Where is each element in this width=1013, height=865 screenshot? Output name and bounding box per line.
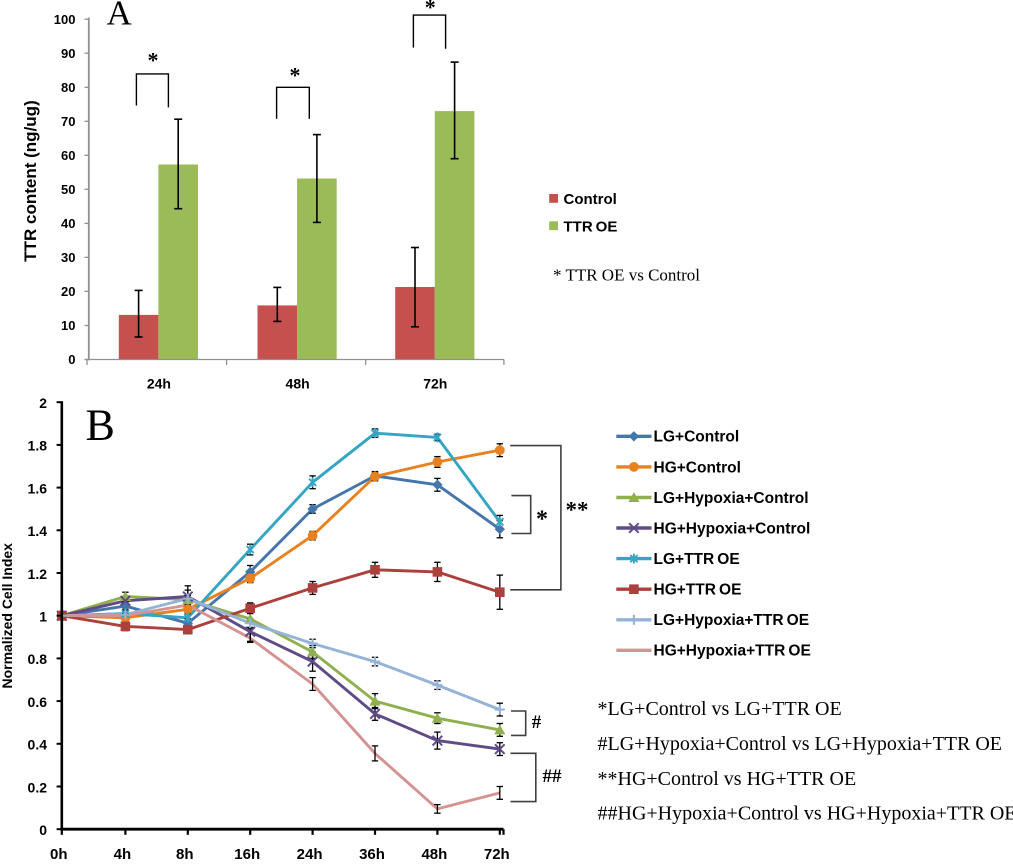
svg-text:LG+TTR OE: LG+TTR OE	[654, 551, 740, 568]
svg-text:#LG+Hypoxia+Control vs LG+Hypo: #LG+Hypoxia+Control vs LG+Hypoxia+TTR OE	[598, 733, 1003, 755]
svg-text:HG+Hypoxia+TTR OE: HG+Hypoxia+TTR OE	[654, 643, 811, 660]
svg-text:##HG+Hypoxia+Control vs HG+Hyp: ##HG+Hypoxia+Control vs HG+Hypoxia+TTR O…	[598, 803, 1013, 825]
svg-text:24h: 24h	[147, 376, 171, 392]
svg-text:A: A	[107, 0, 133, 33]
svg-text:**HG+Control vs HG+TTR OE: **HG+Control vs HG+TTR OE	[598, 768, 857, 790]
svg-text:72h: 72h	[423, 376, 447, 392]
svg-text:TTR content (ng/ug): TTR content (ng/ug)	[21, 100, 40, 261]
svg-text:* TTR OE vs Control: * TTR OE vs Control	[553, 266, 700, 285]
svg-text:100: 100	[54, 12, 76, 27]
svg-text:0: 0	[39, 822, 47, 838]
svg-text:1.2: 1.2	[28, 566, 48, 582]
svg-text:48h: 48h	[421, 846, 447, 860]
svg-text:*: *	[536, 506, 548, 532]
svg-text:60: 60	[61, 148, 75, 163]
svg-text:50: 50	[61, 182, 75, 197]
svg-text:0h: 0h	[50, 846, 68, 860]
svg-text:LG+Control: LG+Control	[654, 429, 740, 446]
svg-text:**: **	[566, 498, 589, 523]
svg-text:70: 70	[61, 114, 75, 129]
svg-text:2: 2	[39, 395, 47, 411]
svg-text:LG+Hypoxia+Control: LG+Hypoxia+Control	[654, 490, 809, 507]
svg-text:1: 1	[39, 609, 47, 625]
svg-text:0.4: 0.4	[28, 737, 48, 753]
svg-text:4h: 4h	[114, 846, 132, 860]
svg-text:0.2: 0.2	[28, 779, 48, 795]
svg-text:0: 0	[68, 352, 75, 367]
svg-text:72h: 72h	[484, 846, 510, 860]
svg-text:10: 10	[61, 318, 75, 333]
svg-text:HG+Control: HG+Control	[654, 459, 741, 476]
svg-text:0.8: 0.8	[28, 651, 48, 667]
svg-text:48h: 48h	[286, 376, 310, 392]
svg-text:8h: 8h	[176, 846, 194, 860]
svg-text:#: #	[532, 712, 542, 733]
svg-text:TTR OE: TTR OE	[564, 218, 618, 235]
svg-text:*: *	[425, 0, 436, 20]
svg-text:16h: 16h	[234, 846, 260, 860]
svg-text:1.8: 1.8	[28, 438, 48, 454]
svg-text:*LG+Control vs LG+TTR OE: *LG+Control vs LG+TTR OE	[598, 698, 842, 720]
svg-text:24h: 24h	[297, 846, 323, 860]
svg-text:HG+Hypoxia+Control: HG+Hypoxia+Control	[654, 520, 811, 537]
svg-text:HG+TTR OE: HG+TTR OE	[654, 582, 742, 599]
svg-text:*: *	[290, 63, 301, 88]
svg-text:1.4: 1.4	[28, 523, 48, 539]
svg-text:90: 90	[61, 46, 75, 61]
svg-text:0.6: 0.6	[28, 694, 48, 710]
svg-text:20: 20	[61, 284, 75, 299]
svg-text:30: 30	[61, 250, 75, 265]
svg-text:B: B	[86, 401, 115, 450]
svg-text:36h: 36h	[359, 846, 385, 860]
svg-text:Control: Control	[564, 191, 617, 208]
svg-text:80: 80	[61, 80, 75, 95]
svg-text:*: *	[148, 47, 159, 72]
svg-text:##: ##	[543, 766, 563, 787]
svg-text:LG+Hypoxia+TTR OE: LG+Hypoxia+TTR OE	[654, 612, 810, 629]
svg-text:1.6: 1.6	[28, 480, 48, 496]
svg-text:Normalized Cell Index: Normalized Cell Index	[0, 543, 15, 689]
svg-text:40: 40	[61, 216, 75, 231]
